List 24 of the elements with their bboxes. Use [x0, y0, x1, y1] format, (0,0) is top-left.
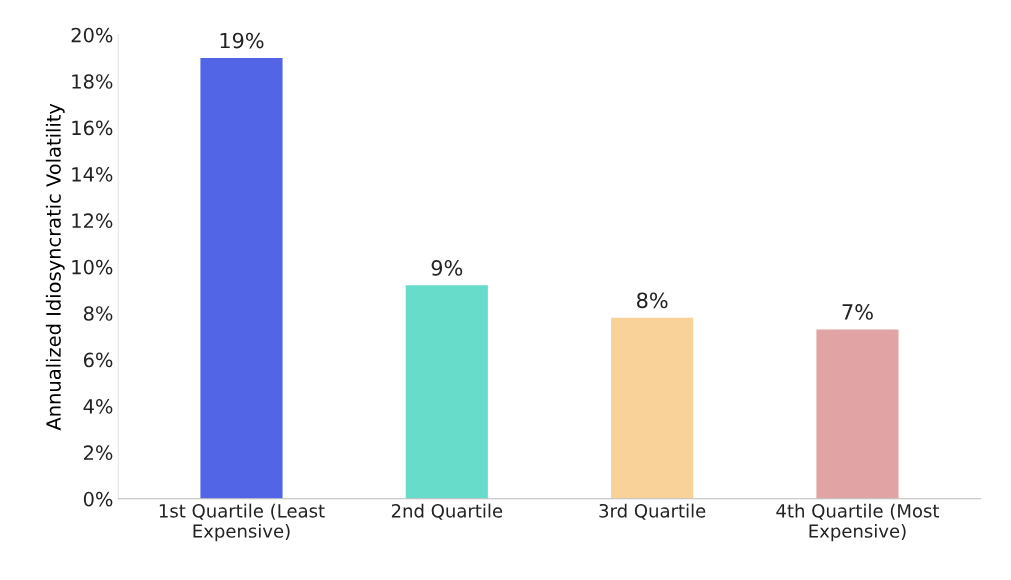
bar: [200, 58, 283, 499]
x-tick-label: 3rd Quartile: [599, 503, 706, 520]
y-tick-label: 0%: [83, 491, 113, 507]
y-tick-label: 14%: [72, 166, 113, 182]
data-label: 8%: [637, 292, 668, 309]
bar: [816, 329, 899, 499]
x-tick-label: 2nd Quartile: [391, 503, 503, 520]
y-axis-title: Annualized Idiosyncratic Volatility: [45, 103, 65, 431]
data-label: 19%: [220, 32, 264, 49]
x-tick-label: 1st Quartile (Least Expensive): [159, 503, 325, 542]
y-tick-label: 16%: [72, 120, 113, 136]
x-tick-label: 4th Quartile (Most Expensive): [776, 503, 940, 542]
bar: [405, 285, 488, 499]
y-tick-label: 2%: [84, 445, 113, 461]
y-tick-label: 20%: [71, 27, 113, 43]
y-tick-label: 12%: [72, 213, 113, 229]
data-label: 9%: [431, 260, 463, 276]
y-tick-label: 8%: [83, 306, 113, 321]
y-tick-label: 10%: [72, 259, 113, 275]
data-label: 7%: [842, 304, 873, 320]
bar: [611, 317, 694, 499]
y-tick-label: 18%: [72, 74, 113, 89]
y-tick-label: 6%: [83, 352, 113, 368]
y-tick-label: 4%: [83, 398, 113, 414]
